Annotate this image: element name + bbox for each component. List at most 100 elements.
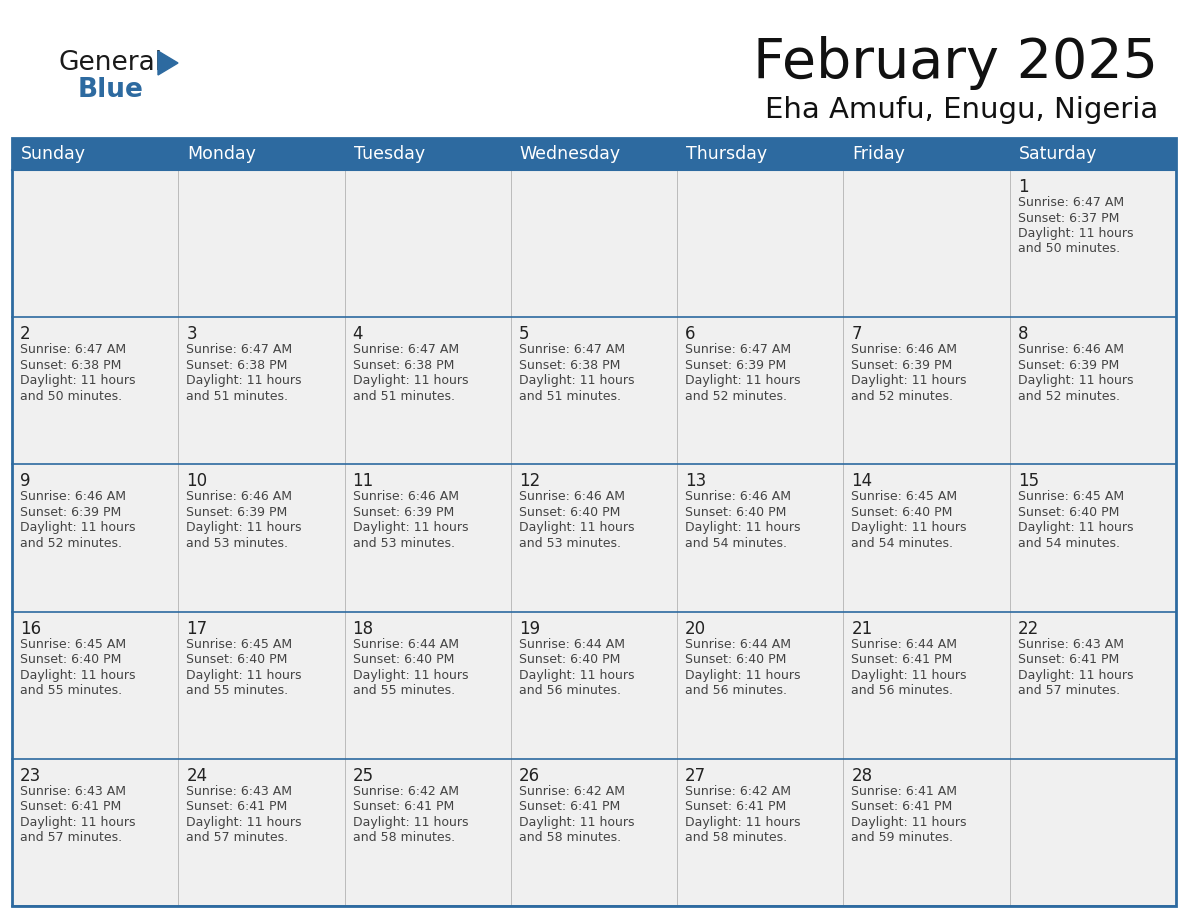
Text: Sunset: 6:39 PM: Sunset: 6:39 PM (1018, 359, 1119, 372)
Text: Sunset: 6:40 PM: Sunset: 6:40 PM (852, 506, 953, 519)
Text: and 51 minutes.: and 51 minutes. (353, 390, 455, 403)
Text: 15: 15 (1018, 473, 1038, 490)
Text: Sunset: 6:39 PM: Sunset: 6:39 PM (20, 506, 121, 519)
Text: Sunrise: 6:46 AM: Sunrise: 6:46 AM (685, 490, 791, 503)
Text: 27: 27 (685, 767, 707, 785)
Text: and 52 minutes.: and 52 minutes. (1018, 390, 1120, 403)
Bar (511, 138, 677, 170)
Bar (178, 611, 345, 759)
Text: and 52 minutes.: and 52 minutes. (685, 390, 788, 403)
Text: Sunset: 6:40 PM: Sunset: 6:40 PM (685, 653, 786, 666)
Text: Sunrise: 6:47 AM: Sunrise: 6:47 AM (685, 343, 791, 356)
Text: Daylight: 11 hours: Daylight: 11 hours (1018, 521, 1133, 534)
Text: and 57 minutes.: and 57 minutes. (1018, 684, 1120, 697)
Text: Daylight: 11 hours: Daylight: 11 hours (20, 521, 135, 534)
Text: and 57 minutes.: and 57 minutes. (187, 832, 289, 845)
Bar (511, 611, 677, 759)
Text: Sunrise: 6:47 AM: Sunrise: 6:47 AM (1018, 196, 1124, 209)
Bar (345, 170, 511, 318)
Text: Daylight: 11 hours: Daylight: 11 hours (685, 816, 801, 829)
Bar (843, 759, 1010, 906)
Text: Sunset: 6:38 PM: Sunset: 6:38 PM (187, 359, 287, 372)
Text: 19: 19 (519, 620, 541, 638)
Text: and 58 minutes.: and 58 minutes. (685, 832, 788, 845)
Text: Daylight: 11 hours: Daylight: 11 hours (20, 375, 135, 387)
Text: 25: 25 (353, 767, 374, 785)
Text: 28: 28 (852, 767, 872, 785)
Bar (843, 318, 1010, 465)
Text: 13: 13 (685, 473, 707, 490)
Text: Sunrise: 6:45 AM: Sunrise: 6:45 AM (187, 638, 292, 651)
Text: Sunset: 6:39 PM: Sunset: 6:39 PM (187, 506, 287, 519)
Text: 14: 14 (852, 473, 872, 490)
Text: Daylight: 11 hours: Daylight: 11 hours (1018, 668, 1133, 681)
Bar (12, 138, 1176, 906)
Bar (12, 318, 178, 465)
Text: 22: 22 (1018, 620, 1040, 638)
Text: 9: 9 (20, 473, 31, 490)
Bar (511, 759, 677, 906)
Bar (511, 170, 677, 318)
Text: Sunday: Sunday (21, 145, 86, 163)
Bar (511, 465, 677, 611)
Text: and 57 minutes.: and 57 minutes. (20, 832, 122, 845)
Bar (511, 318, 677, 465)
Text: Sunrise: 6:46 AM: Sunrise: 6:46 AM (1018, 343, 1124, 356)
Text: Sunrise: 6:45 AM: Sunrise: 6:45 AM (852, 490, 958, 503)
Text: and 50 minutes.: and 50 minutes. (1018, 242, 1120, 255)
Text: Monday: Monday (188, 145, 257, 163)
Bar (677, 759, 843, 906)
Text: and 53 minutes.: and 53 minutes. (519, 537, 621, 550)
Text: and 52 minutes.: and 52 minutes. (20, 537, 122, 550)
Text: Sunset: 6:38 PM: Sunset: 6:38 PM (20, 359, 121, 372)
Text: Saturday: Saturday (1019, 145, 1097, 163)
Bar (12, 170, 178, 318)
Bar (178, 759, 345, 906)
Text: Sunrise: 6:44 AM: Sunrise: 6:44 AM (685, 638, 791, 651)
Text: Sunrise: 6:47 AM: Sunrise: 6:47 AM (519, 343, 625, 356)
Text: Daylight: 11 hours: Daylight: 11 hours (187, 375, 302, 387)
Text: Sunset: 6:37 PM: Sunset: 6:37 PM (1018, 211, 1119, 225)
Text: Wednesday: Wednesday (520, 145, 621, 163)
Text: 7: 7 (852, 325, 862, 343)
Bar (345, 318, 511, 465)
Text: Daylight: 11 hours: Daylight: 11 hours (353, 816, 468, 829)
Text: Sunrise: 6:44 AM: Sunrise: 6:44 AM (353, 638, 459, 651)
Text: 20: 20 (685, 620, 707, 638)
Text: and 54 minutes.: and 54 minutes. (685, 537, 788, 550)
Bar (12, 138, 178, 170)
Bar (677, 170, 843, 318)
Text: Sunrise: 6:47 AM: Sunrise: 6:47 AM (20, 343, 126, 356)
Bar (178, 318, 345, 465)
Polygon shape (158, 51, 178, 75)
Text: Daylight: 11 hours: Daylight: 11 hours (1018, 227, 1133, 240)
Text: 2: 2 (20, 325, 31, 343)
Text: Daylight: 11 hours: Daylight: 11 hours (187, 521, 302, 534)
Text: and 59 minutes.: and 59 minutes. (852, 832, 954, 845)
Text: Sunset: 6:40 PM: Sunset: 6:40 PM (519, 506, 620, 519)
Text: Sunrise: 6:46 AM: Sunrise: 6:46 AM (852, 343, 958, 356)
Text: and 50 minutes.: and 50 minutes. (20, 390, 122, 403)
Text: and 56 minutes.: and 56 minutes. (852, 684, 954, 697)
Text: Daylight: 11 hours: Daylight: 11 hours (20, 668, 135, 681)
Text: and 55 minutes.: and 55 minutes. (20, 684, 122, 697)
Text: Sunset: 6:40 PM: Sunset: 6:40 PM (187, 653, 287, 666)
Text: Sunset: 6:40 PM: Sunset: 6:40 PM (685, 506, 786, 519)
Text: Sunrise: 6:42 AM: Sunrise: 6:42 AM (353, 785, 459, 798)
Text: Sunset: 6:41 PM: Sunset: 6:41 PM (353, 800, 454, 813)
Bar (1010, 318, 1176, 465)
Text: 17: 17 (187, 620, 208, 638)
Bar (1010, 170, 1176, 318)
Text: Sunset: 6:38 PM: Sunset: 6:38 PM (519, 359, 620, 372)
Text: 21: 21 (852, 620, 873, 638)
Text: 24: 24 (187, 767, 208, 785)
Text: Sunset: 6:40 PM: Sunset: 6:40 PM (20, 653, 121, 666)
Text: Sunset: 6:40 PM: Sunset: 6:40 PM (519, 653, 620, 666)
Bar (12, 611, 178, 759)
Text: and 54 minutes.: and 54 minutes. (852, 537, 954, 550)
Bar (12, 759, 178, 906)
Bar (178, 138, 345, 170)
Text: and 55 minutes.: and 55 minutes. (353, 684, 455, 697)
Text: and 51 minutes.: and 51 minutes. (187, 390, 289, 403)
Bar (1010, 138, 1176, 170)
